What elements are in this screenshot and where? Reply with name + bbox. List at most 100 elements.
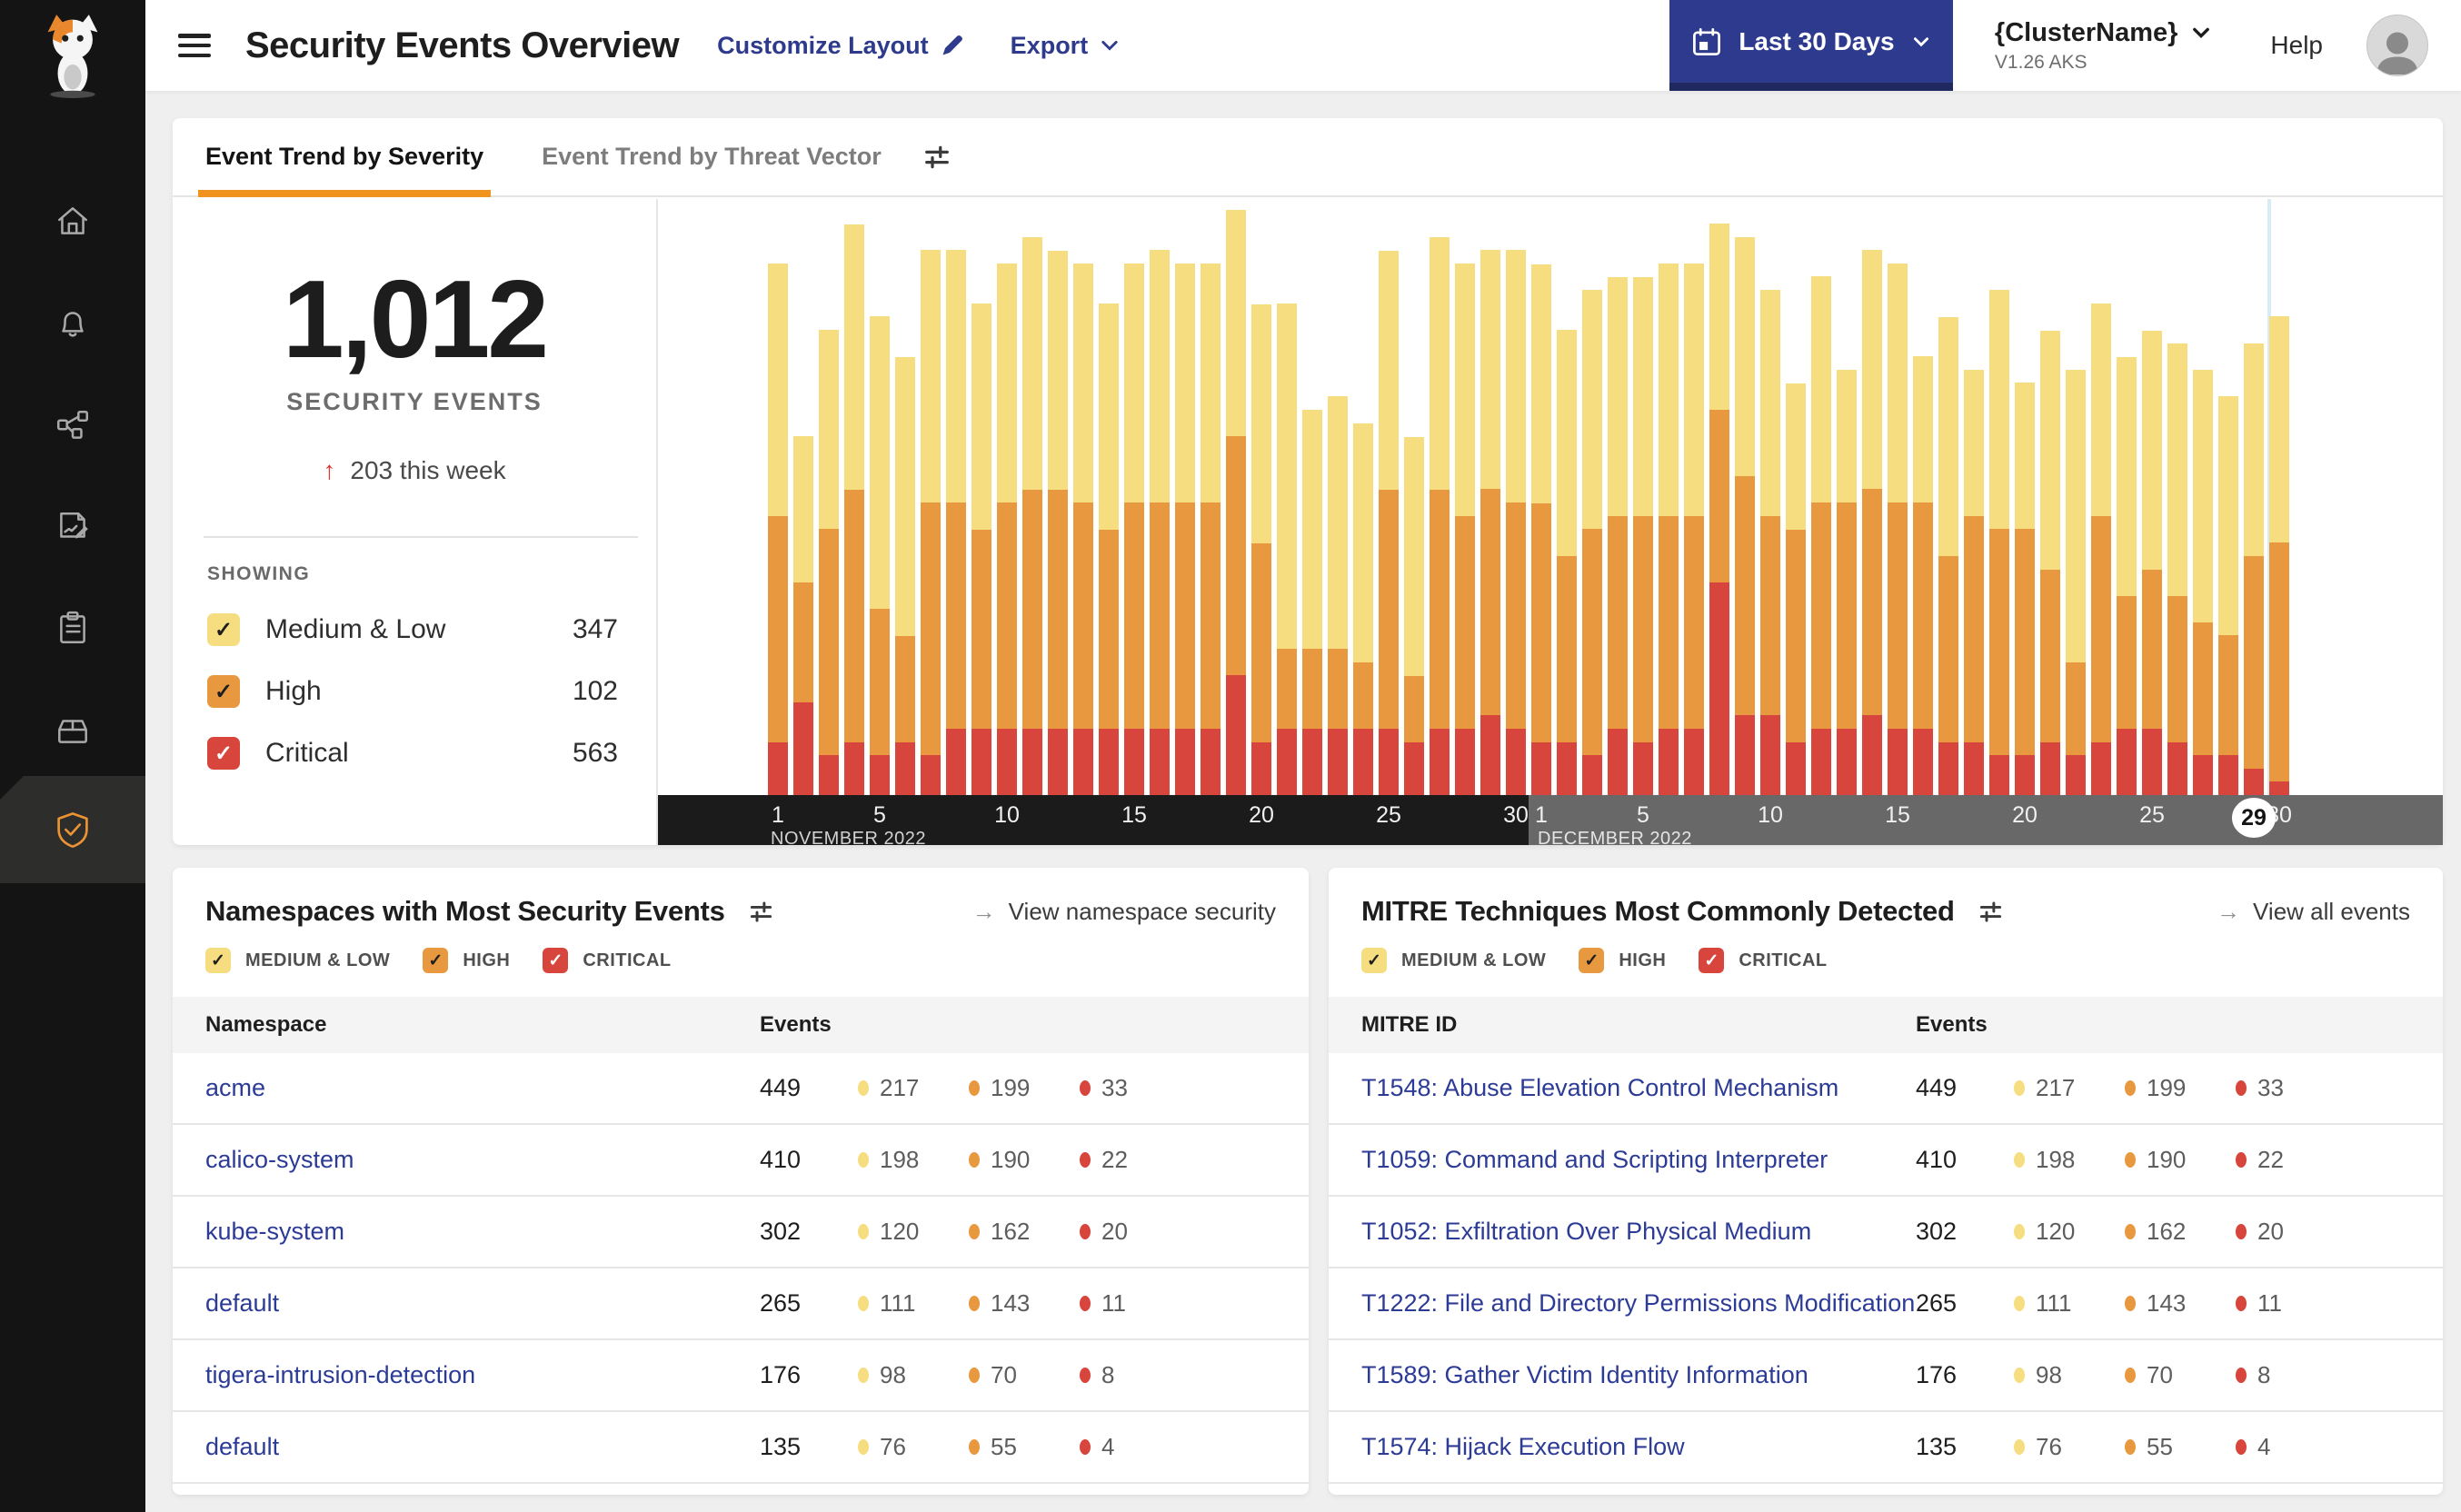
filter-settings-icon[interactable] <box>749 900 773 924</box>
severity-checkbox-high[interactable]: ✓ <box>423 948 449 973</box>
chart-bar[interactable] <box>2218 396 2238 795</box>
chart-bar[interactable] <box>2269 316 2289 795</box>
severity-checkbox-medium-low[interactable]: ✓ <box>205 948 231 973</box>
chart-bar[interactable] <box>1124 264 1144 795</box>
chart-bar[interactable] <box>1480 250 1500 795</box>
date-range-button[interactable]: Last 30 Days <box>1669 0 1953 91</box>
chart-bar[interactable] <box>2142 331 2162 795</box>
selected-day-badge[interactable]: 29 <box>2232 798 2276 838</box>
chart-bar[interactable] <box>1506 250 1526 795</box>
sidebar-item-policies[interactable] <box>0 476 145 578</box>
namespace-link[interactable]: tigera-intrusion-detection <box>205 1361 476 1388</box>
chart-bar[interactable] <box>2117 357 2137 795</box>
namespace-link[interactable]: kube-system <box>205 1218 345 1245</box>
severity-checkbox-high[interactable]: ✓ <box>207 675 240 708</box>
mitre-technique-link[interactable]: T1059: Command and Scripting Interpreter <box>1361 1146 1828 1173</box>
chart-bar[interactable] <box>1709 224 1729 795</box>
chart-bar[interactable] <box>1226 210 1246 795</box>
chart-bar[interactable] <box>819 330 839 795</box>
chart-settings-icon[interactable] <box>923 118 951 195</box>
cluster-selector[interactable]: {ClusterName} V1.26 AKS <box>1995 18 2212 74</box>
chart-bar[interactable] <box>1048 251 1068 795</box>
chart-bar[interactable] <box>1557 330 1577 795</box>
chart-bar[interactable] <box>1938 317 1958 795</box>
chart-bar[interactable] <box>1608 277 1628 795</box>
sidebar-item-compliance[interactable] <box>0 578 145 680</box>
namespace-link[interactable]: default <box>205 1433 280 1460</box>
chart-bar[interactable] <box>921 250 941 795</box>
chart-bar[interactable] <box>1684 264 1704 795</box>
help-link[interactable]: Help <box>2270 31 2323 59</box>
severity-checkbox-medium-low[interactable]: ✓ <box>207 613 240 646</box>
chart-bar[interactable] <box>1150 250 1170 795</box>
chart-bar[interactable] <box>1302 410 1322 795</box>
namespace-link[interactable]: acme <box>205 1074 266 1101</box>
chart-bar[interactable] <box>1175 264 1195 795</box>
chart-bar[interactable] <box>946 250 966 795</box>
severity-filter-chip[interactable]: ✓ HIGH <box>423 948 510 973</box>
chart-bar[interactable] <box>2193 370 2213 795</box>
sidebar-item-home[interactable] <box>0 171 145 273</box>
tab-event-trend-by-severity[interactable]: Event Trend by Severity <box>197 118 492 197</box>
view-all-events-link[interactable]: → View all events <box>2217 898 2410 926</box>
sidebar-item-threat-defense[interactable] <box>0 776 145 883</box>
chart-bar[interactable] <box>1786 383 1806 795</box>
severity-checkbox-medium-low[interactable]: ✓ <box>1361 948 1387 973</box>
chart-bar[interactable] <box>1531 264 1551 795</box>
export-dropdown[interactable]: Export <box>1011 32 1121 60</box>
sidebar-item-service-graph[interactable] <box>0 374 145 476</box>
severity-filter-chip[interactable]: ✓ CRITICAL <box>543 948 671 973</box>
chart-bar[interactable] <box>1582 290 1602 795</box>
chart-bar[interactable] <box>1811 276 1831 795</box>
severity-checkbox-critical[interactable]: ✓ <box>1699 948 1725 973</box>
mitre-technique-link[interactable]: T1548: Abuse Elevation Control Mechanism <box>1361 1074 1839 1101</box>
chart-bar[interactable] <box>1888 264 1908 795</box>
mitre-technique-link[interactable]: T1574: Hijack Execution Flow <box>1361 1433 1685 1460</box>
customize-layout-button[interactable]: Customize Layout <box>717 32 965 60</box>
chart-bar[interactable] <box>1022 237 1042 795</box>
chart-bar[interactable] <box>2167 343 2187 795</box>
chart-bar[interactable] <box>1353 423 1373 795</box>
chart-bar[interactable] <box>1455 264 1475 795</box>
chart-bar[interactable] <box>1659 264 1679 795</box>
chart-bar[interactable] <box>1277 303 1297 795</box>
chart-bar[interactable] <box>844 224 864 795</box>
user-avatar[interactable] <box>2366 15 2428 76</box>
chart-bar[interactable] <box>1735 237 1755 795</box>
chart-bar[interactable] <box>1837 370 1857 795</box>
namespace-link[interactable]: default <box>205 1289 280 1317</box>
sidebar-item-notifications[interactable] <box>0 273 145 374</box>
chart-bar[interactable] <box>1379 251 1399 795</box>
chart-bar[interactable] <box>1328 396 1348 795</box>
severity-filter-chip[interactable]: ✓ MEDIUM & LOW <box>205 948 390 973</box>
chart-bar[interactable] <box>1989 290 2009 795</box>
chart-bar[interactable] <box>971 303 991 795</box>
severity-filter-chip[interactable]: ✓ CRITICAL <box>1699 948 1827 973</box>
chart-bar[interactable] <box>1430 237 1450 795</box>
severity-checkbox-critical[interactable]: ✓ <box>207 737 240 770</box>
mitre-technique-link[interactable]: T1052: Exfiltration Over Physical Medium <box>1361 1218 1812 1245</box>
chart-bar[interactable] <box>2066 370 2086 795</box>
chart-bar[interactable] <box>895 357 915 795</box>
severity-filter-chip[interactable]: ✓ HIGH <box>1579 948 1666 973</box>
chart-bar[interactable] <box>1633 277 1653 795</box>
severity-checkbox-critical[interactable]: ✓ <box>543 948 569 973</box>
menu-hamburger-icon[interactable] <box>178 34 211 57</box>
severity-filter-chip[interactable]: ✓ MEDIUM & LOW <box>1361 948 1546 973</box>
chart-bar[interactable] <box>2091 303 2111 795</box>
namespace-link[interactable]: calico-system <box>205 1146 354 1173</box>
mitre-technique-link[interactable]: T1222: File and Directory Permissions Mo… <box>1361 1289 1916 1317</box>
chart-bar[interactable] <box>1251 304 1271 795</box>
mitre-technique-link[interactable]: T1589: Gather Victim Identity Informatio… <box>1361 1361 1808 1388</box>
chart-bar[interactable] <box>870 316 890 795</box>
view-namespace-security-link[interactable]: → View namespace security <box>972 898 1276 926</box>
chart-bar[interactable] <box>768 264 788 795</box>
filter-settings-icon[interactable] <box>1978 900 2003 924</box>
chart-bar[interactable] <box>2015 383 2035 795</box>
calico-cat-logo[interactable] <box>0 11 145 98</box>
sidebar-item-workloads[interactable] <box>0 680 145 781</box>
chart-bar[interactable] <box>1201 264 1221 795</box>
chart-bar[interactable] <box>1404 437 1424 795</box>
chart-bar[interactable] <box>1099 303 1119 795</box>
chart-bar[interactable] <box>2040 331 2060 795</box>
